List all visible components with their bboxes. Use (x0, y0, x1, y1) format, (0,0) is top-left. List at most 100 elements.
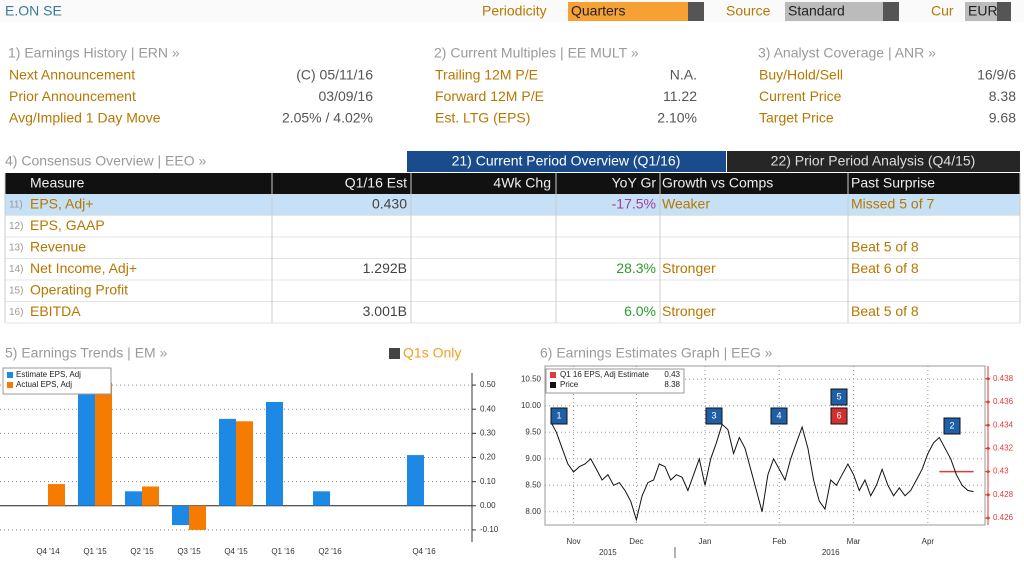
legend-label: Actual EPS, Adj (16, 380, 72, 389)
field-value: 2.10% (657, 110, 697, 126)
field-value: N.A. (670, 67, 697, 83)
field-value: 11.22 (663, 88, 697, 104)
tab-label: 21) Current Period Overview (Q1/16) (452, 153, 681, 169)
event-label: 4 (776, 410, 781, 420)
event-marker[interactable] (770, 407, 788, 425)
consensus-title[interactable]: 4) Consensus Overview | EEO » (5, 153, 206, 169)
cell-yoy: -17.5% (612, 196, 656, 212)
event-marker[interactable] (550, 407, 568, 425)
year-label: 2015 (599, 548, 617, 557)
row-measure: Operating Profit (30, 282, 128, 298)
plot-frame (544, 365, 986, 526)
field-label: Next Announcement (9, 67, 135, 83)
x-tick-label: Q3 '15 (177, 547, 201, 556)
event-marker[interactable] (830, 407, 848, 425)
dropdown-arrow (688, 2, 704, 21)
row-number: 14) (9, 264, 23, 275)
event-label: 5 (836, 391, 841, 401)
event-label: 3 (711, 410, 716, 420)
bar (48, 484, 65, 506)
row-measure: Revenue (30, 239, 86, 255)
row-measure: EBITDA (30, 303, 81, 319)
column-header: Measure (30, 175, 85, 191)
row-number: 15) (9, 286, 23, 297)
event-marker[interactable] (705, 407, 723, 425)
y2-tick-label: 0.43 (993, 467, 1009, 476)
tab-prior[interactable] (727, 151, 1020, 172)
legend-box (2, 367, 112, 395)
y-tick-label: 0.30 (480, 428, 496, 437)
field-value: 03/09/16 (319, 88, 374, 104)
field-label: Prior Announcement (9, 88, 136, 104)
legend-value: 8.38 (664, 380, 680, 389)
legend-label: Price (560, 380, 579, 389)
y2-tick-label: 0.436 (993, 397, 1014, 406)
event-label: 1 (556, 410, 561, 420)
bar (142, 486, 159, 506)
bar (78, 392, 95, 506)
field-label: Est. LTG (EPS) (435, 110, 530, 126)
bar (125, 491, 142, 506)
row-number: 16) (9, 307, 23, 318)
y2-tick-label: 0.432 (993, 444, 1014, 453)
option-label: Q1s Only (403, 345, 461, 361)
row-measure: EPS, GAAP (30, 217, 105, 233)
cell-yoy: 6.0% (624, 303, 656, 319)
section-title[interactable]: 2) Current Multiples | EE MULT » (434, 45, 639, 61)
chart-title[interactable]: 6) Earnings Estimates Graph | EEG » (540, 345, 773, 361)
bar (313, 491, 330, 506)
x-tick-label: Q2 '16 (318, 547, 342, 556)
y-tick-label: 8.00 (525, 507, 541, 516)
bar (407, 455, 424, 506)
x-tick-label: Q4 '16 (412, 547, 436, 556)
legend-label: Estimate EPS, Adj (16, 370, 81, 379)
cell-est: 1.292B (363, 260, 407, 276)
field-value: 16/9/6 (977, 67, 1016, 83)
y-tick-label: 0.00 (480, 501, 496, 510)
row-highlight[interactable] (5, 194, 1020, 216)
y-tick-label: 9.50 (525, 427, 541, 436)
field-label: Buy/Hold/Sell (759, 67, 843, 83)
legend-box (545, 368, 685, 394)
legend-swatch (7, 372, 13, 378)
section-title[interactable]: 3) Analyst Coverage | ANR » (758, 45, 936, 61)
top-bar (0, 0, 1024, 22)
y2-tick-label: 0.426 (993, 513, 1014, 522)
x-tick-label: Feb (772, 537, 786, 546)
field-value: 8.38 (989, 88, 1016, 104)
cell-yoy: 28.3% (616, 260, 656, 276)
field-label: Current Price (759, 88, 842, 104)
cell-surprise: Beat 5 of 8 (851, 303, 919, 319)
section-title[interactable]: 1) Earnings History | ERN » (8, 45, 180, 61)
cell-growth: Stronger (662, 260, 716, 276)
y-tick-label: 0.10 (480, 477, 496, 486)
legend-swatch (550, 382, 556, 388)
cell-growth: Weaker (662, 196, 710, 212)
y2-tick-label: 0.438 (993, 374, 1014, 383)
column-header: Q1/16 Est (345, 175, 407, 191)
field-label: Trailing 12M P/E (435, 67, 538, 83)
chart-title[interactable]: 5) Earnings Trends | EM » (5, 345, 168, 361)
x-tick-label: Mar (847, 537, 861, 546)
field-label: Target Price (759, 110, 834, 126)
column-header: YoY Gr (612, 175, 657, 191)
field-label: Avg/Implied 1 Day Move (9, 110, 161, 126)
x-tick-label: Q1 '16 (271, 547, 295, 556)
checkbox[interactable] (389, 348, 400, 359)
x-tick-label: Nov (566, 537, 580, 546)
bar (189, 505, 206, 530)
event-marker[interactable] (830, 388, 848, 406)
y-tick-label: 0.50 (480, 380, 496, 389)
source-value: Standard (788, 3, 845, 19)
event-marker[interactable] (943, 417, 961, 435)
tab-current[interactable] (407, 151, 726, 172)
y-tick-label: -0.10 (480, 525, 499, 534)
cell-est: 3.001B (363, 303, 407, 319)
bar (95, 382, 112, 506)
periodicity-dropdown[interactable] (568, 2, 704, 21)
y2-tick-label: 0.428 (993, 490, 1014, 499)
cell-growth: Stronger (662, 303, 716, 319)
source-dropdown[interactable] (785, 2, 899, 21)
bar (236, 421, 253, 506)
